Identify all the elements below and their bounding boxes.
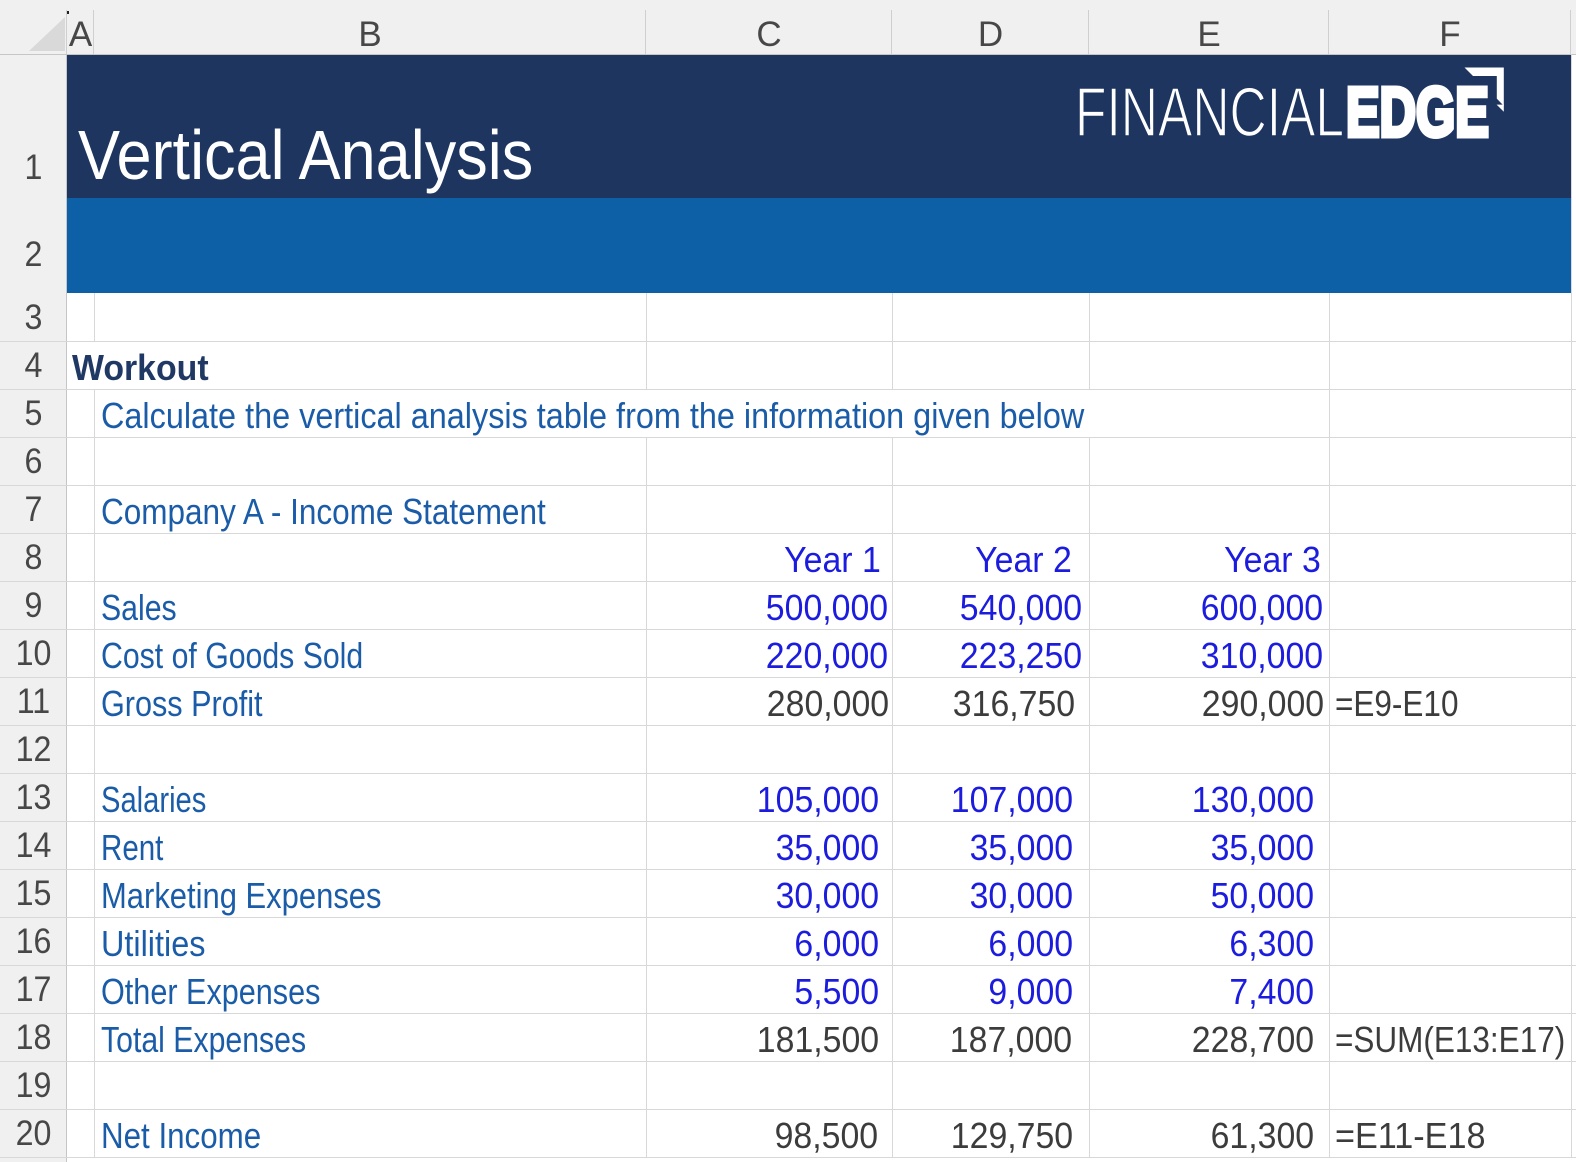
svg-text:EDGE: EDGE [1346, 73, 1489, 151]
svg-text:FINANCIAL: FINANCIAL [1075, 73, 1344, 152]
